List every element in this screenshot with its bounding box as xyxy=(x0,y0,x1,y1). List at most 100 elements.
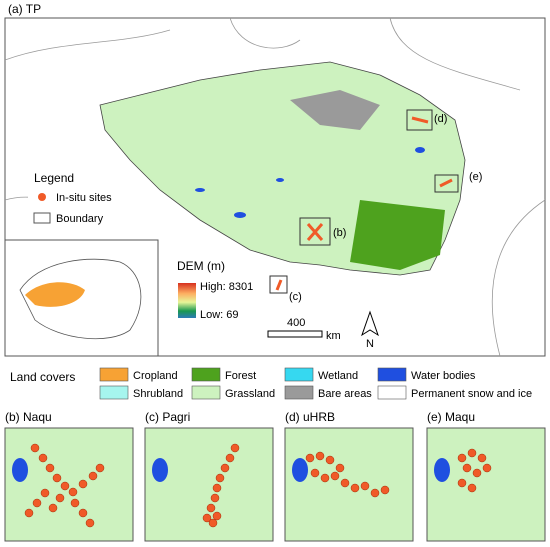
site-dot xyxy=(40,488,50,498)
bare-area xyxy=(290,90,380,130)
panel-water xyxy=(152,458,168,482)
land-cover-label: Water bodies xyxy=(411,370,476,382)
dem-low: Low: 69 xyxy=(200,309,239,321)
legend-item: In-situ sites xyxy=(56,192,112,204)
panel-map xyxy=(284,427,414,542)
land-cover-swatch xyxy=(191,367,221,382)
site-dot xyxy=(310,468,320,478)
site-dot xyxy=(467,448,477,458)
site-markers xyxy=(275,116,453,291)
site-dot xyxy=(315,451,325,461)
land-cover-label: Wetland xyxy=(318,370,358,382)
site-dot xyxy=(215,473,225,483)
site-dot xyxy=(30,443,40,453)
site-dot xyxy=(202,513,212,523)
land-cover-swatch xyxy=(99,385,129,400)
site-dot xyxy=(350,483,360,493)
site-dot xyxy=(330,471,340,481)
panel-title: (b) Naqu xyxy=(5,410,52,424)
site-dot xyxy=(380,485,390,495)
site-dot xyxy=(85,518,95,528)
land-cover-swatch xyxy=(377,367,407,382)
site-dot xyxy=(477,453,487,463)
north-label: N xyxy=(366,338,374,350)
land-cover-swatch xyxy=(99,367,129,382)
land-cover-swatch xyxy=(377,385,407,400)
site-dot xyxy=(32,498,42,508)
site-label: (b) xyxy=(333,227,346,239)
dem-ramp xyxy=(178,283,196,318)
site-dot xyxy=(88,471,98,481)
inset-plateau xyxy=(25,282,85,307)
land-cover-swatch xyxy=(284,385,314,400)
land-cover-label: Permanent snow and ice xyxy=(411,388,532,400)
site-dot xyxy=(24,508,34,518)
site-label: (e) xyxy=(469,171,482,183)
site-dot xyxy=(210,493,220,503)
site-dot xyxy=(360,481,370,491)
north-arrow xyxy=(361,310,379,337)
panels: (b) Naqu (c) Pagri (d) uHRB (e) Maqu xyxy=(4,410,546,542)
land-cover-label: Forest xyxy=(225,370,256,382)
site-dot xyxy=(95,463,105,473)
site-dot xyxy=(60,481,70,491)
scale-unit: km xyxy=(326,330,341,342)
dem-title: DEM (m) xyxy=(177,259,225,273)
panel-title: (c) Pagri xyxy=(145,410,190,424)
site-dot xyxy=(70,498,80,508)
site-symbol xyxy=(38,193,46,201)
site-dot xyxy=(457,478,467,488)
panel-map xyxy=(4,427,134,542)
site-dot xyxy=(68,487,78,497)
site-dot xyxy=(230,443,240,453)
panel-map xyxy=(426,427,546,542)
legend-item: Boundary xyxy=(56,213,104,225)
land-cover-swatch xyxy=(284,367,314,382)
legend-title: Legend xyxy=(34,171,74,185)
dem-high: High: 8301 xyxy=(200,281,253,293)
site-dot xyxy=(206,503,216,513)
site-dot xyxy=(212,511,222,521)
site-dot xyxy=(38,453,48,463)
panel-water xyxy=(292,458,308,482)
map-title: (a) TP xyxy=(8,2,41,16)
site-dot xyxy=(225,453,235,463)
inset-china xyxy=(19,258,142,340)
forest-area xyxy=(350,200,445,270)
panel-water xyxy=(12,458,28,482)
site-dot xyxy=(220,463,230,473)
site-label: (c) xyxy=(289,291,302,303)
panel-water xyxy=(434,458,450,482)
site-dot xyxy=(462,463,472,473)
boundary-symbol xyxy=(33,212,51,224)
land-cover-legend: Cropland Forest Wetland Water bodies Shrubla… xyxy=(99,367,532,400)
inset-frame xyxy=(4,239,159,357)
land-cover-label: Shrubland xyxy=(133,388,183,400)
land-cover-label: Cropland xyxy=(133,370,178,382)
panel-title: (d) uHRB xyxy=(285,410,335,424)
site-dot xyxy=(78,508,88,518)
scale-distance: 400 xyxy=(287,317,305,329)
scale-bar xyxy=(267,330,323,338)
site-dot xyxy=(335,463,345,473)
site-dot xyxy=(212,483,222,493)
land-cover-title: Land covers xyxy=(10,370,75,384)
land-cover-label: Bare areas xyxy=(318,388,372,400)
boundaries xyxy=(4,17,546,357)
site-dot xyxy=(45,463,55,473)
land-cover-label: Grassland xyxy=(225,388,275,400)
site-dot xyxy=(78,479,88,489)
site-dot xyxy=(340,478,350,488)
site-dot xyxy=(320,473,330,483)
land-cover-swatch xyxy=(191,385,221,400)
site-boxes xyxy=(269,109,459,294)
site-dot xyxy=(48,503,58,513)
site-label: (d) xyxy=(434,113,447,125)
site-dot xyxy=(457,453,467,463)
panel-title: (e) Maqu xyxy=(427,410,475,424)
water-bodies xyxy=(195,147,425,218)
site-dot xyxy=(472,468,482,478)
site-dot xyxy=(208,518,218,528)
site-dot xyxy=(55,493,65,503)
